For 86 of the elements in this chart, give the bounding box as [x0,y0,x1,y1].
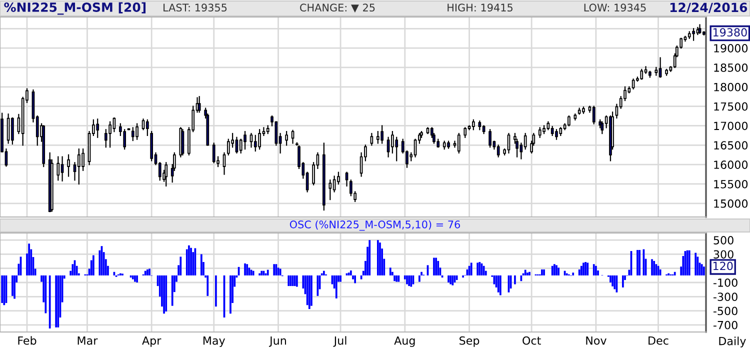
candlestick [254,134,257,152]
candlestick [507,132,510,154]
text: Daily [719,336,746,348]
candlestick [60,156,64,182]
annotation: 19380 [713,28,747,37]
candlestick [142,118,145,130]
candlestick [239,138,242,154]
y-tick-label: 16000 [714,160,748,169]
candlestick [291,130,294,144]
y-tick-label: 19000 [714,44,748,52]
candlestick [67,154,70,177]
x-tick-label: Jul [333,336,346,347]
candlestick [198,96,201,113]
candlestick [181,129,184,156]
x-tick-label: Feb [18,336,36,345]
candlestick [414,138,417,158]
candlestick [212,142,216,164]
y-tick-label: -100 [713,278,738,287]
text: 12/24/2016 [670,2,748,14]
x-tick-label: Apr [142,336,162,347]
candlestick [328,180,332,200]
y-tick-label: -300 [713,292,738,302]
candlestick [464,127,467,138]
candlestick [77,148,80,185]
candlestick [108,121,112,148]
candlestick [538,127,542,138]
y-tick-label: 17000 [714,122,748,130]
candlestick [146,119,149,136]
chart-title: OSC (%NI225_M-OSM,5,10) = 76 [290,220,460,231]
candlestick [164,162,168,186]
candlestick [56,156,60,181]
y-tick-label: 500 [714,236,734,244]
candlestick [250,132,253,148]
y-tick-label: 16500 [714,141,748,150]
text: LOW: 19345 [584,4,646,12]
candlestick [11,117,14,145]
candlestick [131,127,134,142]
candlestick [524,132,527,150]
candlestick [136,123,138,140]
candlestick [258,129,261,150]
candlestick [658,57,662,78]
candlestick [692,28,695,41]
candlestick [640,68,644,80]
candlestick [376,131,380,144]
x-tick-label: Jun [268,336,286,347]
candlestick [370,132,374,146]
candlestick [332,176,336,192]
chart-title: %NI225_M-OSM [20] [4,2,146,15]
x-tick-label: Sep [460,336,480,347]
x-tick-label: Nov [586,336,606,345]
candlestick [112,117,116,132]
x-tick-label: May [203,336,226,347]
y-tick-label: 300 [714,250,734,259]
candlestick [285,131,288,146]
candlestick [488,129,492,148]
text: HIGH: 19415 [448,4,512,12]
y-tick-label: 17500 [714,102,748,111]
candlestick [391,131,394,154]
y-tick-label: 15000 [714,199,748,208]
candlestick [496,144,500,158]
x-tick-label: Dec [648,336,668,345]
y-tick-label: -700 [713,320,738,330]
candlestick [350,180,352,196]
annotation: 120 [713,262,733,270]
candlestick [592,106,596,124]
candlestick [555,129,558,140]
candlestick [395,136,398,162]
x-tick-label: Mar [78,336,98,345]
candlestick [123,129,126,150]
candlestick [345,172,348,186]
text: LAST: 19355 [164,4,227,12]
candlestick [82,148,84,171]
candlestick [568,115,570,126]
text: CHANGE: ▼ 25 [300,4,375,13]
candlestick [380,125,384,144]
candlestick [96,118,100,138]
candlestick [472,119,475,130]
candlestick [244,131,246,150]
y-tick-label: -500 [713,306,738,316]
candlestick [457,132,460,154]
y-tick-label: 15500 [714,180,748,188]
candlestick [226,138,230,156]
y-tick-label: 18500 [714,63,748,72]
x-tick-label: Aug [394,336,415,347]
y-tick-label: 18000 [714,82,748,92]
x-tick-label: Oct [522,336,541,345]
